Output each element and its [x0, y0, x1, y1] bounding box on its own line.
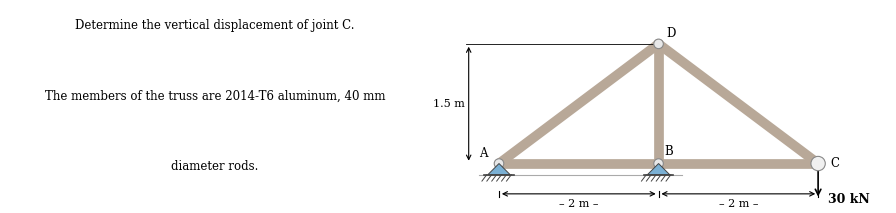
Text: The members of the truss are 2014-T6 aluminum, 40 mm: The members of the truss are 2014-T6 alu… — [45, 89, 385, 102]
Circle shape — [814, 159, 823, 168]
Polygon shape — [648, 164, 669, 175]
Text: C: C — [830, 157, 839, 170]
Circle shape — [654, 39, 663, 49]
Text: 1.5 m: 1.5 m — [433, 99, 465, 109]
Circle shape — [654, 159, 663, 168]
Text: – 2 m –: – 2 m – — [719, 199, 758, 209]
Text: D: D — [667, 27, 676, 40]
Circle shape — [811, 156, 825, 171]
Polygon shape — [487, 164, 510, 175]
Text: diameter rods.: diameter rods. — [171, 160, 259, 173]
Text: Determine the vertical displacement of joint C.: Determine the vertical displacement of j… — [75, 19, 355, 32]
Text: – 2 m –: – 2 m – — [559, 199, 599, 209]
Text: 30 kN: 30 kN — [828, 193, 869, 206]
Text: B: B — [664, 145, 673, 158]
Text: A: A — [479, 147, 487, 160]
Circle shape — [495, 159, 504, 168]
